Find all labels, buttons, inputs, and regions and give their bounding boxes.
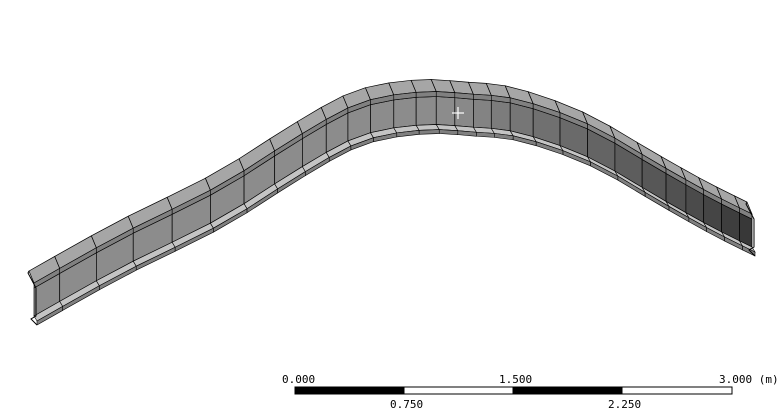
scale-label-1500: 1.500 <box>499 373 533 386</box>
scale-label-2250: 2.250 <box>608 398 642 411</box>
web-panel[interactable] <box>370 99 395 134</box>
scale-label-0: 0.000 <box>282 373 316 386</box>
web-panel[interactable] <box>435 96 456 127</box>
top-flange-edge[interactable] <box>435 91 456 98</box>
beam-end-left <box>27 270 38 326</box>
bottom-flange-edge[interactable] <box>418 129 440 135</box>
scale-label-3000: 3.000 (m) <box>719 373 777 386</box>
web-panel[interactable] <box>473 98 492 129</box>
top-flange-edge[interactable] <box>739 207 753 220</box>
top-flange-edge[interactable] <box>415 91 437 98</box>
bottom-flange-edge[interactable] <box>476 131 495 138</box>
top-flange-edge[interactable] <box>473 93 492 101</box>
web-panel[interactable] <box>490 99 511 132</box>
web-panel[interactable] <box>393 96 417 129</box>
beam-end-right <box>745 201 756 257</box>
scale-label-750: 0.750 <box>390 398 424 411</box>
web-panel[interactable] <box>415 96 437 126</box>
bottom-flange-edge[interactable] <box>438 129 459 135</box>
